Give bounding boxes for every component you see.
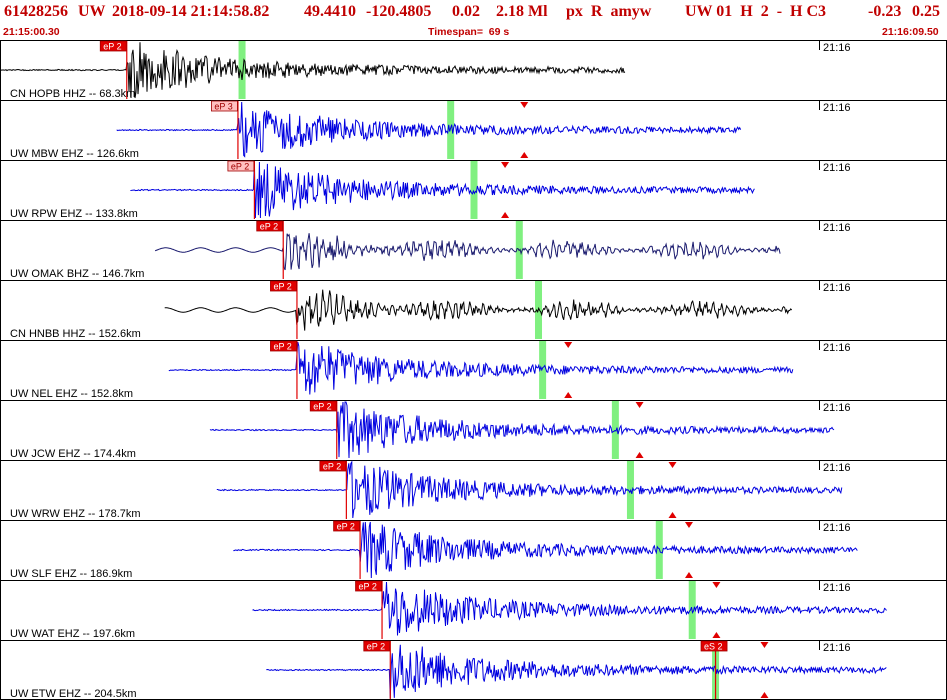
waveform-trace bbox=[209, 401, 835, 459]
event-extra1: -0.23 bbox=[868, 3, 902, 20]
predicted-arrival-marker bbox=[520, 152, 529, 158]
predicted-arrival-marker bbox=[520, 102, 529, 108]
minute-label: 21:16 bbox=[823, 642, 851, 654]
waveform-trace bbox=[168, 341, 794, 395]
waveform-trace bbox=[216, 460, 843, 519]
start-time: 21:15:00.30 bbox=[3, 26, 60, 38]
p-pick-label-box[interactable] bbox=[270, 280, 297, 292]
predicted-arrival-marker bbox=[635, 402, 644, 408]
p-pick-label-box[interactable] bbox=[309, 400, 337, 412]
waveform-trace bbox=[164, 289, 793, 331]
waveform-trace bbox=[252, 581, 887, 636]
minute-label: 21:16 bbox=[823, 462, 851, 474]
p-pick-label: eP 2 bbox=[103, 42, 121, 52]
event-lon: -120.4805 bbox=[366, 3, 432, 20]
predicted-arrival-marker bbox=[712, 582, 721, 588]
waveform-trace bbox=[154, 233, 781, 271]
station-label: UW JCW EHZ -- 174.4km bbox=[10, 448, 136, 460]
station-label: UW ETW EHZ -- 204.5km bbox=[10, 688, 137, 700]
predicted-arrival-marker bbox=[668, 462, 677, 468]
event-id: 61428256 bbox=[4, 3, 68, 20]
plot-frame bbox=[0, 40, 947, 700]
predicted-arrival-marker bbox=[501, 212, 510, 218]
p-pick-label: eP 2 bbox=[260, 222, 278, 232]
seismogram-plot: 21:16 eP 2 CN HOPB HHZ -- 68.3km 21:16 eP 3 U… bbox=[0, 40, 947, 700]
minute-label: 21:16 bbox=[823, 222, 851, 234]
waveform-trace bbox=[233, 521, 858, 579]
predicted-arrival-marker bbox=[668, 512, 677, 518]
p-pick-label: eP 2 bbox=[231, 162, 249, 172]
p-pick-label-box[interactable] bbox=[211, 100, 238, 112]
predicted-arrival-marker bbox=[564, 342, 573, 348]
s-pick-label: eS 2 bbox=[704, 642, 723, 652]
event-right-info: UW 01 H 2 - H C3 bbox=[685, 3, 827, 20]
p-pick-label-box[interactable] bbox=[363, 640, 391, 652]
station-label: UW MBW EHZ -- 126.6km bbox=[10, 148, 139, 160]
predicted-arrival-marker bbox=[760, 692, 769, 698]
event-network: UW bbox=[78, 3, 106, 20]
p-pick-label: eP 3 bbox=[214, 102, 232, 112]
end-time: 21:16:09.50 bbox=[882, 26, 939, 38]
event-extra2: 0.25 bbox=[912, 3, 940, 20]
event-header: 61428256 UW 2018-09-14 21:14:58.82 49.44… bbox=[0, 0, 947, 40]
green-phase-marker bbox=[611, 401, 619, 459]
p-pick-label: eP 2 bbox=[273, 282, 291, 292]
predicted-arrival-marker bbox=[712, 632, 721, 638]
predicted-arrival-marker bbox=[684, 522, 693, 528]
event-flags: px R amyw bbox=[566, 3, 652, 20]
minute-label: 21:16 bbox=[823, 582, 851, 594]
green-phase-marker bbox=[470, 161, 478, 219]
waveform-trace bbox=[266, 644, 887, 699]
p-pick-label-box[interactable] bbox=[99, 40, 127, 52]
waveform-trace bbox=[130, 161, 755, 219]
station-label: UW WRW EHZ -- 178.7km bbox=[10, 508, 141, 520]
s-pick-label-box[interactable] bbox=[700, 640, 728, 652]
waveform-trace bbox=[116, 101, 742, 158]
minute-label: 21:16 bbox=[823, 282, 851, 294]
predicted-arrival-marker bbox=[760, 642, 769, 648]
p-pick-label-box[interactable] bbox=[333, 520, 360, 532]
station-label: UW WAT EHZ -- 197.6km bbox=[10, 628, 135, 640]
station-label: UW RPW EHZ -- 133.8km bbox=[10, 208, 138, 220]
p-pick-label-box[interactable] bbox=[319, 460, 347, 472]
p-pick-label-box[interactable] bbox=[256, 220, 284, 232]
p-pick-label: eP 2 bbox=[337, 522, 355, 532]
event-datetime: 2018-09-14 21:14:58.82 bbox=[112, 3, 270, 20]
green-phase-marker bbox=[447, 101, 455, 159]
minute-label: 21:16 bbox=[823, 402, 851, 414]
station-label: CN HNBB HHZ -- 152.6km bbox=[10, 328, 141, 340]
event-lat: 49.4410 bbox=[304, 3, 356, 20]
minute-label: 21:16 bbox=[823, 522, 851, 534]
predicted-arrival-marker bbox=[684, 572, 693, 578]
waveform-trace bbox=[0, 42, 626, 99]
event-depth: 0.02 bbox=[452, 3, 480, 20]
p-pick-label: eP 2 bbox=[323, 462, 341, 472]
station-label: CN HOPB HHZ -- 68.3km bbox=[10, 88, 135, 100]
predicted-arrival-marker bbox=[635, 452, 644, 458]
minute-label: 21:16 bbox=[823, 342, 851, 354]
predicted-arrival-marker bbox=[501, 162, 510, 168]
predicted-arrival-marker bbox=[564, 392, 573, 398]
p-pick-label-box[interactable] bbox=[227, 160, 255, 172]
p-pick-label: eP 2 bbox=[313, 402, 331, 412]
green-phase-marker bbox=[238, 41, 246, 99]
p-pick-label: eP 2 bbox=[367, 642, 385, 652]
p-pick-label-box[interactable] bbox=[270, 340, 297, 352]
green-phase-marker bbox=[539, 341, 547, 399]
p-pick-label: eP 2 bbox=[273, 342, 291, 352]
minute-label: 21:16 bbox=[823, 162, 851, 174]
event-magnitude: 2.18 Ml bbox=[496, 3, 548, 20]
minute-label: 21:16 bbox=[823, 42, 851, 54]
station-label: UW NEL EHZ -- 152.8km bbox=[10, 388, 133, 400]
station-label: UW OMAK BHZ -- 146.7km bbox=[10, 268, 144, 280]
p-pick-label-box[interactable] bbox=[355, 580, 382, 592]
minute-label: 21:16 bbox=[823, 102, 851, 114]
timespan: Timespan= 69 s bbox=[428, 26, 510, 38]
p-pick-label: eP 2 bbox=[359, 582, 377, 592]
station-label: UW SLF EHZ -- 186.9km bbox=[10, 568, 132, 580]
